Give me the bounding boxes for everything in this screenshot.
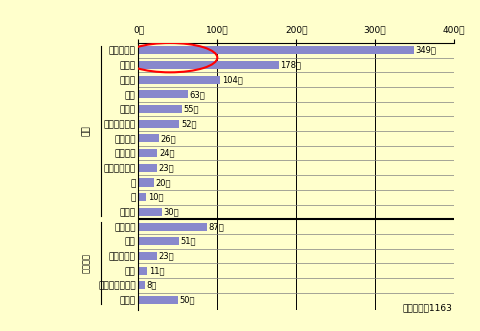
Text: 26件: 26件	[160, 134, 176, 143]
Bar	[138, 281, 145, 289]
Bar	[138, 193, 146, 201]
Text: 178件: 178件	[280, 61, 301, 70]
Bar	[138, 237, 179, 245]
Text: 104件: 104件	[222, 75, 243, 84]
Text: 50件: 50件	[180, 296, 195, 305]
Text: 55件: 55件	[183, 105, 199, 114]
Bar	[138, 61, 279, 69]
Text: 食品: 食品	[82, 126, 91, 136]
Bar	[138, 46, 414, 54]
Text: 総回答数＝1163: 総回答数＝1163	[402, 304, 452, 312]
Text: 10件: 10件	[148, 193, 163, 202]
Text: 11件: 11件	[149, 266, 164, 275]
Text: 52件: 52件	[181, 119, 196, 128]
Bar	[138, 178, 154, 187]
Text: 63件: 63件	[190, 90, 205, 99]
Bar	[138, 149, 157, 157]
Bar	[138, 296, 178, 304]
Text: 20件: 20件	[156, 178, 171, 187]
Bar	[138, 76, 220, 84]
Text: 食品以外: 食品以外	[82, 253, 91, 273]
Bar	[138, 252, 156, 260]
Bar	[138, 222, 207, 231]
Bar	[138, 134, 159, 142]
Bar	[138, 266, 147, 275]
Bar	[138, 90, 188, 98]
Text: 23件: 23件	[158, 252, 174, 260]
Text: 23件: 23件	[158, 163, 174, 172]
Text: 8件: 8件	[146, 281, 157, 290]
Text: 51件: 51件	[180, 237, 196, 246]
Text: 24件: 24件	[159, 149, 174, 158]
Bar	[138, 120, 180, 128]
Bar	[138, 208, 162, 216]
Text: 349件: 349件	[415, 46, 436, 55]
Bar	[138, 105, 182, 113]
Bar	[138, 164, 156, 172]
Text: 87件: 87件	[209, 222, 224, 231]
Text: 30件: 30件	[164, 208, 180, 216]
